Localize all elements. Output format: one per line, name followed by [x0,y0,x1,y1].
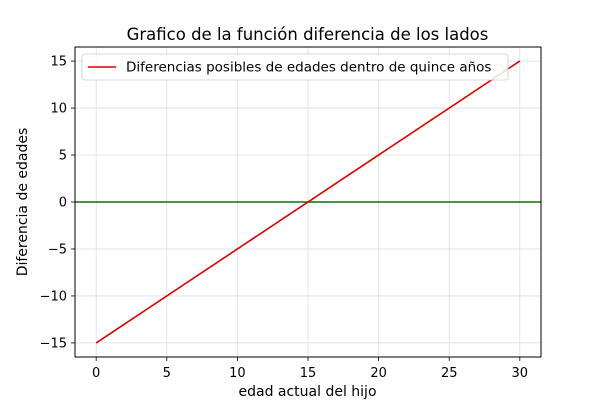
y-tick-label: 0 [59,196,67,211]
x-tick-label: 30 [512,366,529,381]
y-axis-label: Diferencia de edades [15,128,31,277]
y-tick-label: 10 [50,102,67,117]
x-tick-label: 10 [229,366,246,381]
series-line [95,60,521,344]
y-tick-label: 15 [50,55,67,70]
y-tick-label: −15 [40,336,67,351]
chart-title: Grafico de la función diferencia de los … [127,25,489,44]
x-tick-label: 5 [163,366,171,381]
plot-area [75,60,541,344]
legend-box [81,53,509,81]
x-tick-label: 20 [370,366,387,381]
x-tick-label: 0 [92,366,100,381]
y-tick-label: −5 [48,242,67,257]
x-axis-ticks: 0 5 10 15 20 25 30 [92,357,528,381]
y-axis-ticks: −15 −10 −5 0 5 10 15 [40,55,75,351]
y-tick-label: −10 [40,289,67,304]
x-tick-label: 25 [441,366,458,381]
x-axis-label: edad actual del hijo [238,384,376,400]
legend: Diferencias posibles de edades dentro de… [81,53,509,81]
y-tick-label: 5 [59,149,67,164]
legend-entry-label: Diferencias posibles de edades dentro de… [126,60,491,76]
x-tick-label: 15 [300,366,317,381]
